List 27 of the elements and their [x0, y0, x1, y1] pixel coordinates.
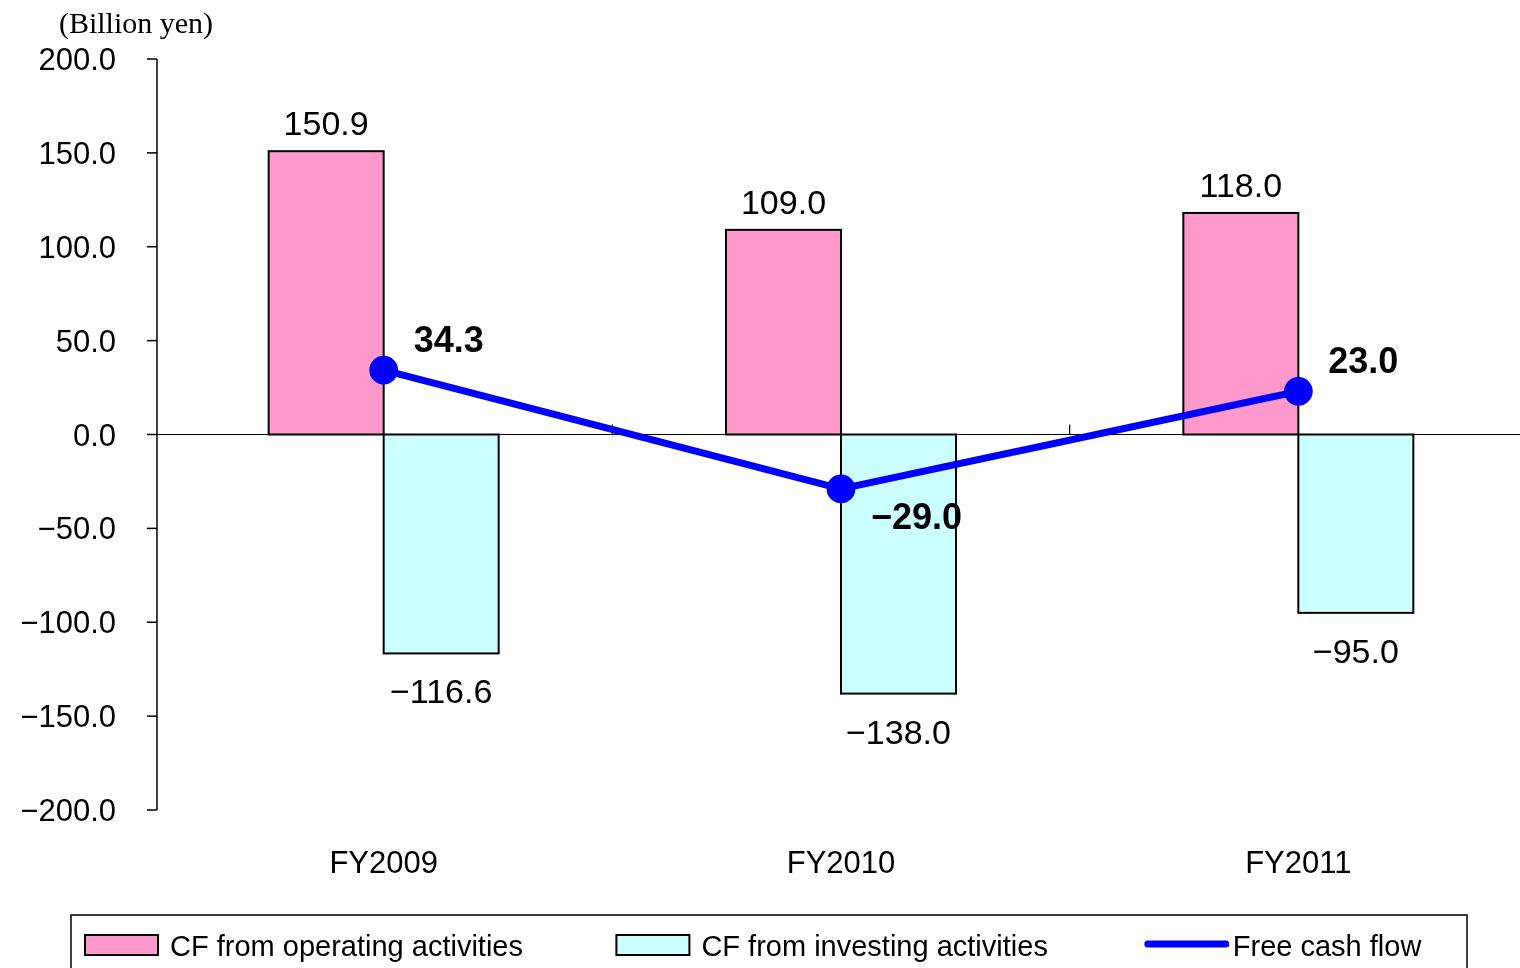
point — [369, 355, 399, 385]
point — [1283, 376, 1313, 406]
y-tick-label: −150.0 — [20, 699, 116, 735]
data-label: 118.0 — [1199, 165, 1283, 204]
y-tick-label: 50.0 — [55, 323, 116, 359]
legend-label: CF from operating activities — [170, 930, 523, 962]
y-tick-label: 150.0 — [38, 135, 116, 171]
y-tick-label: 100.0 — [38, 229, 116, 265]
data-label: −116.6 — [389, 672, 493, 711]
data-label: −95.0 — [1312, 631, 1399, 670]
data-label: −138.0 — [846, 712, 951, 751]
data-label: 23.0 — [1328, 340, 1399, 382]
y-axis-title: (Billion yen) — [58, 6, 214, 40]
y-tick-label: −200.0 — [20, 793, 116, 828]
x-tick-label: FY2011 — [1245, 845, 1352, 880]
y-tick-label: −100.0 — [20, 605, 116, 641]
data-label: 109.0 — [740, 182, 827, 221]
y-tick-label: 200.0 — [38, 42, 116, 77]
point — [826, 474, 856, 504]
legend-label: Free cash flow — [1232, 930, 1423, 962]
data-label: 150.9 — [283, 104, 369, 143]
legend-label: CF from investing activities — [701, 930, 1048, 962]
x-tick-label: FY2009 — [329, 845, 438, 880]
y-tick-label: 0.0 — [72, 417, 116, 453]
data-label: 34.3 — [413, 319, 484, 361]
y-tick-label: −50.0 — [37, 511, 116, 547]
x-tick-label: FY2010 — [786, 845, 896, 880]
